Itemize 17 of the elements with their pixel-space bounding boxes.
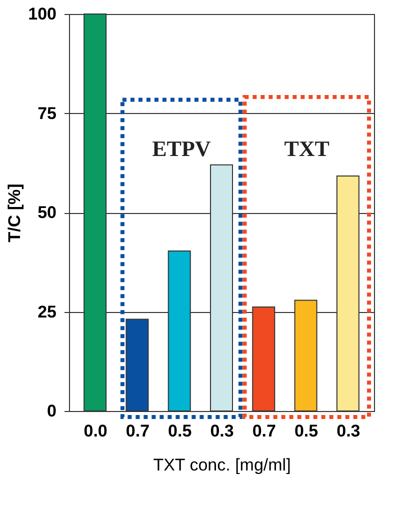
x-tick-label: 0.5 xyxy=(168,422,192,440)
x-tick-label: 0.5 xyxy=(294,422,318,440)
annotation: TXT xyxy=(284,136,330,161)
y-tick-label: 100 xyxy=(28,4,56,24)
x-tick-label: 0.7 xyxy=(126,422,150,440)
y-axis-title: T/C [%] xyxy=(5,184,24,242)
x-tick-label: 0.7 xyxy=(252,422,276,440)
x-axis-title: TXT conc. [mg/ml] xyxy=(153,456,291,474)
x-tick-label: 0.3 xyxy=(210,422,234,440)
x-tick-label: 0.0 xyxy=(84,422,108,440)
annotation: ETPV xyxy=(152,136,211,161)
bar xyxy=(126,318,149,412)
y-tick-label: 25 xyxy=(38,302,56,322)
y-tick-label: 50 xyxy=(38,203,56,222)
x-tick-label: 0.3 xyxy=(336,422,360,440)
y-tick-label: 0 xyxy=(47,402,56,420)
y-tick-label: 75 xyxy=(38,104,56,123)
